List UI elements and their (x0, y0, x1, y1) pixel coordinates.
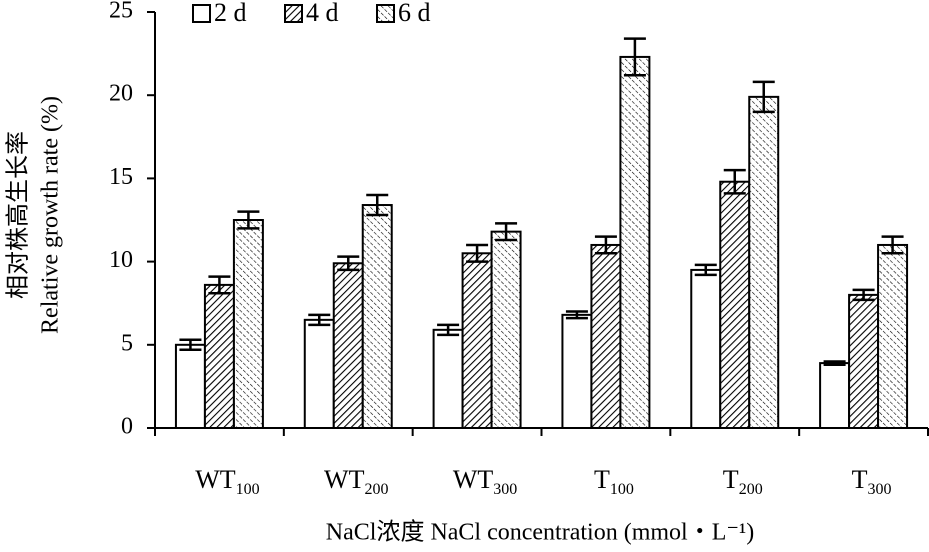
bar (719, 180, 751, 429)
x-tick-label: T300 (852, 465, 892, 498)
y-tick-label: 10 (109, 247, 133, 273)
legend-swatch (192, 4, 211, 23)
bar (174, 343, 206, 429)
bar (432, 328, 464, 430)
bar (232, 219, 264, 429)
error-bar (594, 235, 617, 255)
error-bar (852, 288, 875, 302)
y-label: Relative growth rate (%) (38, 96, 64, 334)
x-tick-label: WT300 (453, 465, 517, 498)
error-bar (308, 313, 331, 327)
error-bar (723, 168, 746, 195)
bar (332, 262, 364, 429)
error-bar (881, 235, 904, 255)
legend-swatch (376, 4, 395, 23)
y-tick-label: 20 (109, 81, 133, 107)
bar (303, 318, 335, 429)
error-bar (623, 37, 646, 77)
error-bar (237, 210, 260, 230)
error-bar (366, 193, 389, 217)
error-bar (823, 360, 846, 367)
bar (490, 230, 522, 429)
error-bar (694, 263, 717, 277)
x-label: NaCl浓度 NaCl concentration (mmol・L⁻¹) (326, 519, 754, 546)
error-bar (437, 323, 460, 337)
bar (877, 243, 909, 429)
bar (461, 252, 493, 429)
x-tick-label: T200 (723, 465, 763, 498)
bar (590, 243, 622, 429)
legend-swatch (284, 4, 303, 23)
y-tick-label: 0 (121, 414, 133, 440)
error-bar (466, 243, 489, 263)
bar (748, 95, 780, 429)
legend-label: 6 d (398, 0, 431, 27)
bar (819, 362, 851, 430)
x-tick-label: T100 (594, 465, 634, 498)
y-tick-label: 15 (109, 164, 133, 190)
x-tick-label: WT200 (324, 465, 388, 498)
y-tick-label: 25 (109, 0, 133, 24)
bar (619, 55, 651, 429)
error-bar (565, 310, 588, 320)
legend-label: 4 d (306, 0, 339, 27)
y-tick-label: 5 (121, 330, 133, 356)
bar (203, 283, 235, 429)
error-bar (495, 222, 518, 242)
error-bar (179, 338, 202, 352)
bar (690, 268, 722, 430)
error-bar (752, 80, 775, 114)
error-bar (208, 275, 231, 295)
bar (848, 293, 880, 429)
bar (561, 313, 593, 429)
x-tick-label: WT100 (195, 465, 259, 498)
y-label: 相对株高生长率 (5, 131, 32, 299)
error-bar (337, 255, 360, 272)
legend-label: 2 d (214, 0, 247, 27)
bar (361, 204, 393, 429)
